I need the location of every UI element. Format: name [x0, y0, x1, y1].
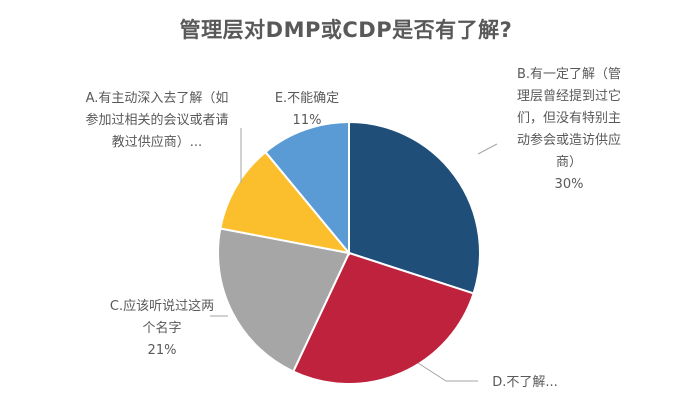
- slice-label-4: E.不能确定 11%: [262, 88, 352, 132]
- slice-label-0-line-2: 们，但没有特别主: [516, 111, 621, 126]
- slice-label-1-line-0: D.不了解...: [492, 375, 558, 390]
- slice-label-3-line-1: 参加过相关的会议或者请: [85, 113, 229, 128]
- slice-label-3-line-0: A.有主动深入去了解（如: [85, 91, 229, 106]
- pie-slice-2: [217, 227, 351, 373]
- slice-label-0: B.有一定了解（管 理层曾经提到过它 们，但没有特别主 动参会或造访供应 商） 30%: [494, 64, 644, 196]
- slice-label-0-line-0: B.有一定了解（管: [516, 67, 622, 82]
- pie-slice-1: [291, 251, 475, 385]
- chart-title: 管理层对DMP或CDP是否有了解?: [179, 18, 513, 42]
- slice-percent-0: 30%: [554, 177, 584, 192]
- pie-slice-4: [264, 120, 350, 256]
- slice-label-0-line-3: 动参会或造访供应: [516, 133, 621, 148]
- pie-slice-3: [219, 150, 352, 255]
- slice-label-2-line-1: 个名字: [142, 321, 182, 336]
- leader-line-1: [417, 362, 478, 382]
- slice-percent-2: 21%: [147, 343, 177, 358]
- leader-line-0: [477, 143, 498, 155]
- slice-label-0-line-1: 理层曾经提到过它: [516, 89, 621, 104]
- slice-label-4-line-0: E.不能确定: [274, 91, 340, 106]
- slice-label-2-line-0: C.应该听说过这两: [109, 299, 215, 314]
- slice-label-3: A.有主动深入去了解（如 参加过相关的会议或者请 教过供应商）...: [62, 88, 252, 154]
- slice-percent-4: 11%: [292, 113, 322, 128]
- pie-slice-0: [348, 120, 481, 295]
- slice-label-3-line-2: 教过供应商）...: [111, 135, 203, 150]
- slice-label-0-line-4: 商）: [555, 155, 582, 170]
- slice-label-1: D.不了解...: [470, 372, 580, 394]
- slice-label-2: C.应该听说过这两 个名字 21%: [92, 296, 232, 362]
